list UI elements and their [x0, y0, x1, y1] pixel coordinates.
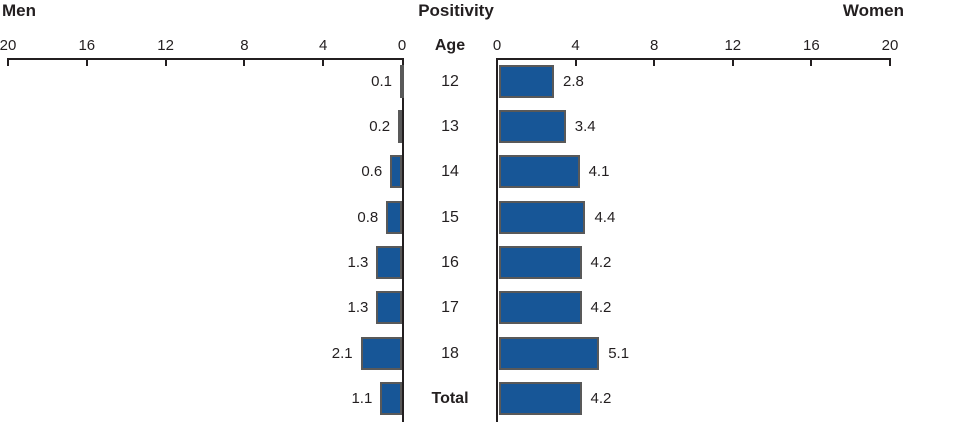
women-value-label: 5.1: [608, 345, 630, 362]
right-axis-tick: [574, 58, 577, 66]
women-value-label: 4.4: [594, 209, 616, 226]
age-label: 16: [441, 254, 459, 271]
men-bar: [398, 110, 403, 143]
left-zero-baseline: [402, 58, 404, 422]
right-axis-tick: [731, 58, 734, 66]
women-value-label: 4.2: [590, 299, 612, 316]
right-axis-tick-label: 0: [492, 37, 502, 54]
right-axis-tick-label: 8: [650, 37, 659, 54]
men-value-label: 0.6: [361, 163, 383, 180]
age-label: 18: [441, 345, 459, 362]
women-bar: [499, 110, 566, 143]
women-value-label: 4.1: [588, 163, 610, 180]
men-bar: [380, 382, 402, 415]
left-axis-tick: [322, 58, 325, 66]
age-label: 14: [441, 163, 459, 180]
right-axis-tick-label: 4: [571, 37, 580, 54]
left-axis-tick: [243, 58, 246, 66]
right-axis-tick: [810, 58, 813, 66]
men-value-label: 0.1: [371, 73, 392, 90]
men-axis-title: Men: [2, 1, 36, 20]
men-value-label: 0.8: [357, 209, 379, 226]
left-axis-tick-label: 8: [240, 37, 249, 54]
men-value-label: 1.3: [347, 299, 369, 316]
right-zero-baseline: [496, 58, 498, 422]
men-bar: [390, 155, 402, 188]
men-value-label: 2.1: [331, 345, 353, 362]
age-label: 17: [441, 299, 459, 316]
left-axis-tick-label: 16: [78, 37, 96, 54]
men-bar: [376, 291, 402, 324]
men-value-label: 0.2: [369, 118, 391, 135]
left-axis-tick: [7, 58, 9, 66]
left-axis-tick-label: 0: [397, 37, 407, 54]
women-bar: [499, 291, 582, 324]
right-axis-tick-label: 12: [724, 37, 742, 54]
right-axis-tick: [889, 58, 891, 66]
women-bar: [499, 65, 555, 98]
age-label: 12: [441, 73, 459, 90]
right-axis-tick-label: 16: [803, 37, 820, 54]
left-axis-line: [8, 58, 404, 60]
women-bar: [499, 382, 582, 415]
women-value-label: 3.4: [574, 118, 596, 135]
women-bar: [499, 155, 580, 188]
age-label: 13: [441, 118, 459, 135]
men-bar: [400, 65, 404, 98]
men-bar: [360, 337, 402, 370]
chart-title: Positivity: [418, 1, 494, 20]
women-axis-title: Women: [842, 1, 904, 20]
right-axis-tick: [653, 58, 656, 66]
left-axis-tick-label: 20: [0, 37, 17, 54]
men-value-label: 1.3: [347, 254, 369, 271]
age-label: 15: [441, 209, 459, 226]
women-bar: [499, 246, 582, 279]
left-axis-tick: [85, 58, 88, 66]
left-axis-tick: [164, 58, 167, 66]
left-axis-tick-label: 4: [319, 37, 328, 54]
women-value-label: 2.8: [563, 73, 584, 90]
right-axis-tick-label: 20: [881, 37, 899, 54]
men-bar: [386, 201, 402, 234]
age-axis-header: Age: [434, 37, 466, 54]
men-bar: [376, 246, 402, 279]
women-bar: [499, 337, 600, 370]
age-label: Total: [431, 390, 469, 407]
women-value-label: 4.2: [590, 254, 612, 271]
women-value-label: 4.2: [590, 390, 612, 407]
women-bar: [499, 201, 586, 234]
left-axis-tick-label: 12: [157, 37, 174, 54]
men-value-label: 1.1: [351, 390, 373, 407]
right-axis-line: [496, 58, 890, 60]
